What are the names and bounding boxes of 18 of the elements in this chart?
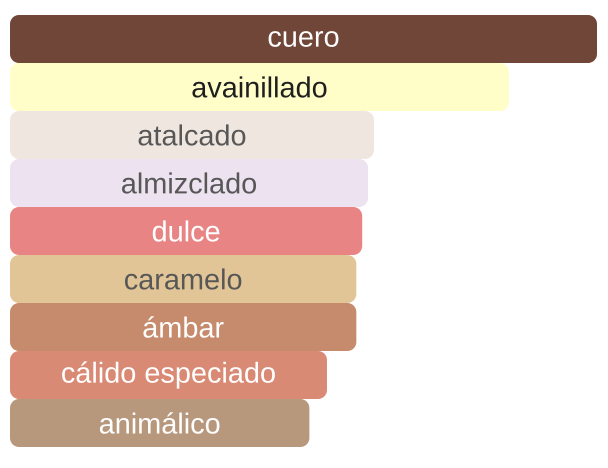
y-tick-label: dulce xyxy=(152,220,220,242)
y-tick-label: animálico xyxy=(100,412,220,434)
y-tick-label: cuero xyxy=(268,31,338,47)
bar xyxy=(10,14,598,63)
bar xyxy=(10,62,509,111)
bar xyxy=(10,206,362,255)
bar xyxy=(10,110,374,159)
y-tick-label: almizclado xyxy=(122,172,256,194)
y-tick-label: atalcado xyxy=(138,124,246,146)
bar xyxy=(10,398,310,447)
y-tick-label: caramelo xyxy=(124,268,242,290)
bar xyxy=(10,254,356,303)
bar xyxy=(10,302,356,351)
y-tick-label: ámbar xyxy=(143,316,224,338)
y-tick-label: avainillado xyxy=(192,76,326,98)
y-tick-label: cálido especiado xyxy=(62,361,275,389)
bar xyxy=(10,158,368,207)
bar xyxy=(10,350,327,399)
